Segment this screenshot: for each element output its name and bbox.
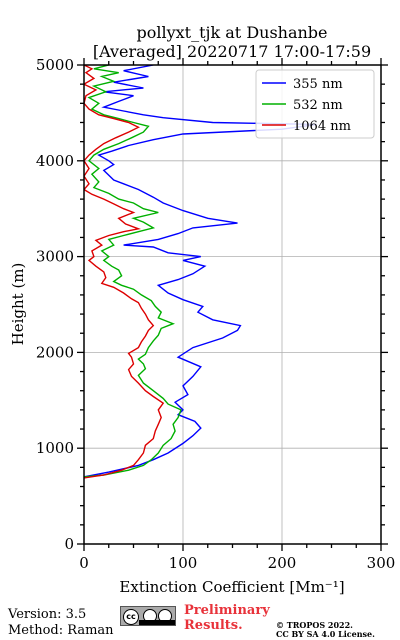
series-line-0 xyxy=(84,65,317,478)
y-axis-label: Height (m) xyxy=(9,263,27,346)
preliminary-line2: Results. xyxy=(184,618,243,633)
chart-title: pollyxt_tjk at Dushanbe xyxy=(136,23,327,42)
version-text: Version: 3.5 xyxy=(8,607,87,622)
y-tick-label: 1000 xyxy=(36,439,74,457)
method-text: Method: Raman xyxy=(8,623,114,638)
series-layer xyxy=(84,65,317,479)
y-tick-label: 2000 xyxy=(36,343,74,361)
y-tick-label: 5000 xyxy=(36,56,74,74)
copyright-line2: CC BY SA 4.0 License. xyxy=(276,629,375,639)
axis-ticks xyxy=(77,58,388,551)
y-tick-label: 0 xyxy=(64,535,74,553)
x-tick-label: 100 xyxy=(169,554,198,572)
cc-license-icon: cc xyxy=(120,606,176,626)
copyright-notice: © TROPOS 2022. CC BY SA 4.0 License. xyxy=(276,621,375,639)
legend-label: 355 nm xyxy=(293,77,343,92)
x-tick-labels: 0 100 200 300 xyxy=(79,554,395,572)
legend: 355 nm 532 nm 1064 nm xyxy=(255,69,375,139)
y-tick-labels: 0 1000 2000 3000 4000 5000 xyxy=(36,56,74,553)
copyright-line1: © TROPOS 2022. xyxy=(276,620,353,630)
legend-box xyxy=(255,69,375,139)
y-tick-label: 3000 xyxy=(36,248,74,266)
legend-label: 532 nm xyxy=(293,98,343,113)
x-tick-label: 0 xyxy=(79,554,89,572)
legend-label: 1064 nm xyxy=(293,119,351,134)
preliminary-notice: Preliminary Results. xyxy=(184,603,270,633)
x-axis-label: Extinction Coefficient [Mm⁻¹] xyxy=(119,578,344,596)
series-line-1 xyxy=(84,65,182,478)
cc-logo-icon: cc xyxy=(123,609,139,625)
chart-subtitle: [Averaged] 20220717 17:00-17:59 xyxy=(93,42,371,61)
preliminary-line1: Preliminary xyxy=(184,603,270,618)
version-info: Version: 3.5 Method: Raman xyxy=(8,607,114,639)
series-line-2 xyxy=(84,65,165,479)
x-tick-label: 300 xyxy=(367,554,396,572)
license-strip xyxy=(139,620,175,625)
x-tick-label: 200 xyxy=(268,554,297,572)
y-tick-label: 4000 xyxy=(36,152,74,170)
